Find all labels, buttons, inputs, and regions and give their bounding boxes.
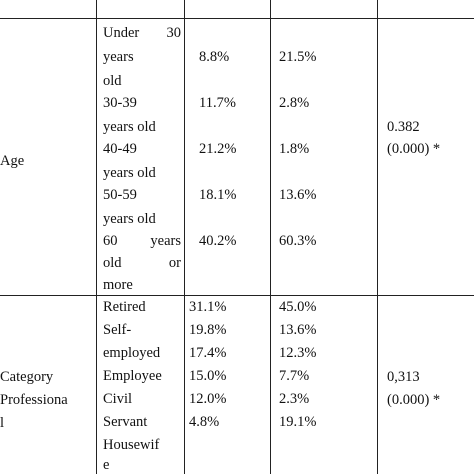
age-text: more (103, 277, 133, 293)
row-divider (0, 295, 474, 296)
age-text: or (168, 255, 181, 271)
column-divider (377, 0, 378, 474)
age-cell-under30-line1: Under 30 (103, 24, 181, 42)
age-text: old (103, 255, 122, 271)
age-text: 60 (103, 233, 118, 249)
prof-value-1: 31.1% (189, 299, 227, 315)
prof-text: Servant (103, 414, 148, 430)
row-divider (0, 18, 474, 19)
age-text: 30-39 (103, 95, 137, 111)
age-text: years old (103, 119, 156, 135)
age-label: Age (0, 153, 25, 169)
age-value-2: 60.3% (279, 233, 317, 249)
age-text: 40-49 (103, 141, 137, 157)
age-text: years (103, 49, 134, 65)
age-text: 50-59 (103, 187, 137, 203)
prof-text: Employee (103, 368, 162, 384)
age-cell-60-line2: old or (103, 254, 181, 272)
age-text: years old (103, 211, 156, 227)
age-text: 30 (166, 25, 182, 41)
prof-value-1: 15.0% (189, 368, 227, 384)
prof-text: Civil (103, 391, 133, 407)
prof-label: l (0, 415, 5, 431)
prof-value-1: 19.8% (189, 322, 227, 338)
age-text: old (103, 73, 122, 89)
age-value-1: 18.1% (199, 187, 237, 203)
prof-value-2: 13.6% (279, 322, 317, 338)
age-text: Under (103, 25, 140, 41)
prof-value-1: 17.4% (189, 345, 227, 361)
age-cell-60-line1: 60 years (103, 232, 181, 250)
age-text: years old (103, 165, 156, 181)
age-value-2: 1.8% (279, 141, 310, 157)
age-statistic: 0.382 (387, 119, 420, 135)
age-pvalue: (0.000) * (387, 141, 441, 157)
age-value-1: 40.2% (199, 233, 237, 249)
prof-statistic: 0,313 (387, 369, 420, 385)
prof-pvalue: (0.000) * (387, 392, 441, 408)
prof-value-2: 19.1% (279, 414, 317, 430)
prof-value-2: 2.3% (279, 391, 310, 407)
prof-value-2: 7.7% (279, 368, 310, 384)
prof-value-1: 4.8% (189, 414, 220, 430)
age-value-1: 21.2% (199, 141, 237, 157)
prof-text: employed (103, 345, 161, 361)
age-value-1: 11.7% (199, 95, 236, 111)
age-text: years (150, 233, 181, 249)
column-divider (96, 0, 97, 474)
prof-text: e (103, 457, 110, 473)
prof-label: Category (0, 369, 54, 385)
column-divider (270, 0, 271, 474)
prof-value-1: 12.0% (189, 391, 227, 407)
age-value-2: 2.8% (279, 95, 310, 111)
prof-value-2: 12.3% (279, 345, 317, 361)
prof-value-2: 45.0% (279, 299, 317, 315)
age-value-2: 13.6% (279, 187, 317, 203)
prof-text: Housewif (103, 437, 160, 453)
age-value-2: 21.5% (279, 49, 317, 65)
prof-text: Retired (103, 299, 146, 315)
prof-label: Professiona (0, 392, 68, 408)
age-value-1: 8.8% (199, 49, 230, 65)
prof-text: Self- (103, 322, 132, 338)
column-divider (184, 0, 185, 474)
